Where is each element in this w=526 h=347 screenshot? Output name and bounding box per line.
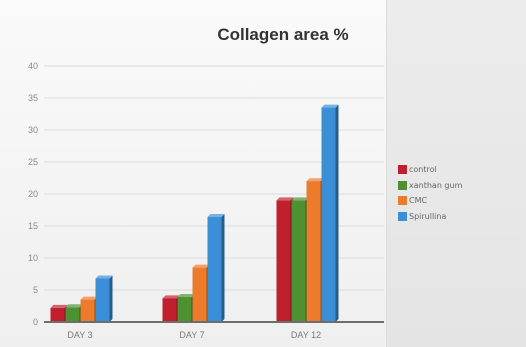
x-tick-label-day-12: DAY 12 [291, 330, 321, 340]
legend-swatch-control [398, 165, 407, 175]
bar-top [207, 214, 225, 218]
legend-label-spirullina: Spirullina [409, 211, 447, 221]
bar-spirullina-day-12 [321, 104, 339, 322]
legend-swatch-spirullina [398, 211, 407, 221]
legend-item-control: control [398, 162, 526, 178]
bar-top [291, 197, 309, 201]
y-tick-label-10: 10 [28, 253, 38, 263]
x-tick-label-day-7: DAY 7 [179, 330, 204, 340]
bar-control-day-3 [50, 304, 68, 322]
chart-title: Collagen area % [217, 25, 348, 44]
bar-front [50, 307, 65, 322]
bar-xanthan-gum-day-7 [177, 294, 195, 322]
y-tick-label-35: 35 [28, 93, 38, 103]
y-tick-label-0: 0 [33, 317, 38, 327]
legend-label-xanthan-gum: xanthan gum [409, 180, 463, 190]
bar-top [321, 104, 339, 108]
legend-item-cmc: CMC [398, 193, 526, 209]
y-tick-label-40: 40 [28, 61, 38, 71]
bar-control-day-7 [162, 295, 180, 322]
bar-side [335, 104, 339, 322]
legend-swatch-cmc [398, 196, 407, 206]
bar-spirullina-day-3 [95, 275, 113, 322]
bar-front [192, 267, 207, 322]
legend-item-spirullina: Spirullina [398, 209, 526, 225]
bar-front [162, 298, 177, 322]
bar-top [65, 304, 83, 308]
bar-top [95, 275, 113, 279]
bar-side [109, 275, 113, 322]
bar-front [80, 299, 95, 322]
bar-front [291, 200, 306, 322]
bar-control-day-12 [276, 197, 294, 322]
bar-top [276, 197, 294, 201]
bar-cmc-day-12 [306, 178, 324, 322]
legend-item-xanthan-gum: xanthan gum [398, 178, 526, 194]
legend-panel [386, 0, 526, 347]
y-tick-label-25: 25 [28, 157, 38, 167]
bar-cmc-day-3 [80, 296, 98, 322]
bar-top [177, 294, 195, 298]
y-tick-label-15: 15 [28, 221, 38, 231]
bar-side [221, 214, 225, 322]
bar-front [321, 107, 336, 322]
bar-front [65, 307, 80, 322]
bar-xanthan-gum-day-3 [65, 304, 83, 322]
bar-top [306, 178, 324, 182]
bar-front [95, 278, 110, 322]
legend-label-control: control [409, 165, 437, 175]
bar-spirullina-day-7 [207, 214, 225, 322]
x-axis-ticks: DAY 3 DAY 7 DAY 12 [67, 330, 321, 340]
bar-top [50, 304, 68, 308]
bar-cmc-day-7 [192, 264, 210, 322]
y-tick-label-20: 20 [28, 189, 38, 199]
bar-top [80, 296, 98, 300]
legend: control xanthan gum CMC Spirullina [398, 162, 526, 224]
bar-xanthan-gum-day-12 [291, 197, 309, 322]
legend-swatch-xanthan-gum [398, 180, 407, 190]
bars [50, 104, 339, 322]
x-tick-label-day-3: DAY 3 [67, 330, 92, 340]
y-axis-ticks: 0 5 10 15 20 25 30 35 40 [28, 61, 38, 327]
bar-top [162, 295, 180, 299]
bar-front [207, 217, 222, 322]
y-tick-label-5: 5 [33, 285, 38, 295]
bar-top [192, 264, 210, 268]
bar-front [177, 297, 192, 322]
y-tick-label-30: 30 [28, 125, 38, 135]
legend-label-cmc: CMC [409, 196, 428, 206]
bar-front [276, 200, 291, 322]
bar-front [306, 181, 321, 322]
